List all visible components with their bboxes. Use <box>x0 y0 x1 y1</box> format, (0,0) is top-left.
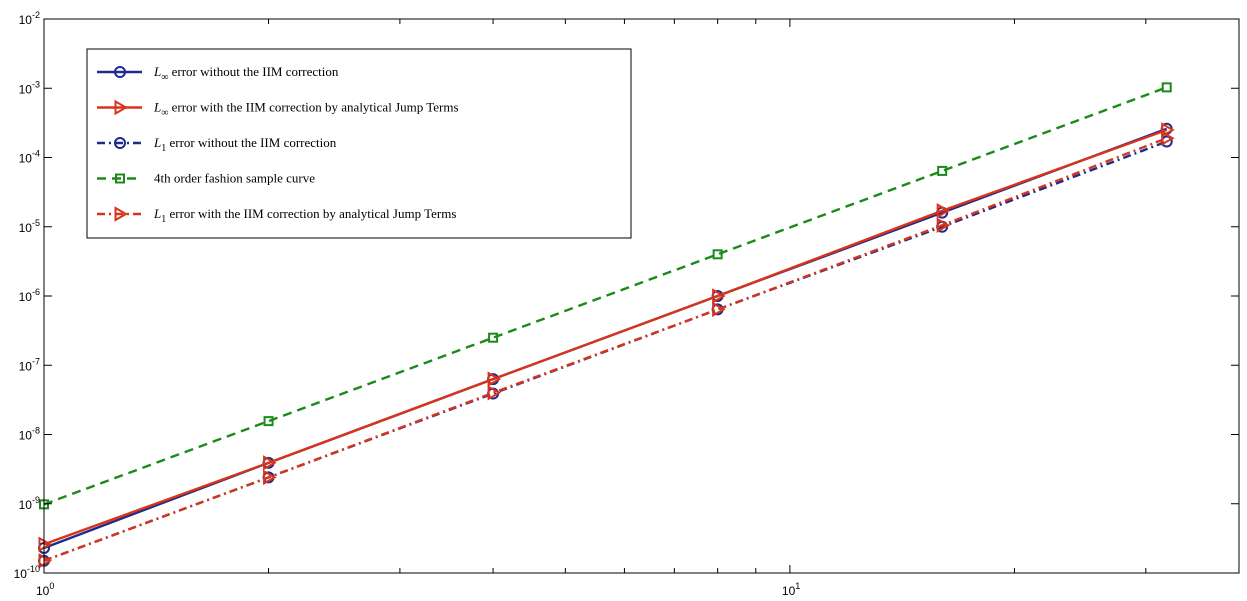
legend-subscript-4: 1 <box>161 214 166 225</box>
series-1-point-5 <box>1161 122 1175 138</box>
series-layer <box>38 82 1175 569</box>
x-tick-label-1: 101 <box>782 581 800 598</box>
legend-subscript-0: ∞ <box>161 72 168 83</box>
series-4-point-3 <box>712 301 726 318</box>
legend-text-2: error without the IIM correction <box>166 135 337 150</box>
series-1-line <box>43 128 1168 546</box>
series-3-point-1 <box>263 416 274 427</box>
y-tick-label-6-exp: -4 <box>32 149 40 159</box>
y-tick-label-6: 10-4 <box>19 149 40 166</box>
legend-symbol-2: L <box>153 135 161 150</box>
legend-subscript-1: ∞ <box>161 108 168 119</box>
series-3-point-4 <box>937 165 948 176</box>
legend-marker-2 <box>114 137 126 149</box>
y-tick-label-5: 10-5 <box>19 218 40 235</box>
y-tick-label-2-base: 10 <box>19 429 33 443</box>
legend-marker-0 <box>114 66 126 78</box>
series-4-point-5 <box>1161 130 1175 146</box>
x-tick-label-0: 100 <box>36 581 54 598</box>
y-tick-label-2-exp: -8 <box>32 426 40 436</box>
x-tick-label-0-exp: 0 <box>49 581 54 591</box>
legend-item-2: L1 error without the IIM correction <box>97 135 337 154</box>
legend-item-0: L∞ error without the IIM correction <box>97 64 339 83</box>
series-1-point-1 <box>263 455 277 471</box>
legend-subscript-2: 1 <box>161 143 166 154</box>
y-tick-label-5-base: 10 <box>19 221 33 235</box>
y-tick-label-3-base: 10 <box>19 359 33 373</box>
series-4-point-1 <box>263 469 277 486</box>
legend-label-0: L∞ error without the IIM correction <box>153 64 339 83</box>
y-tick-label-1-base: 10 <box>19 498 33 512</box>
legend-item-4: L1 error with the IIM correction by anal… <box>97 206 456 225</box>
series-1-point-4 <box>936 203 951 219</box>
y-tick-label-4-exp: -6 <box>32 287 40 297</box>
legend-text-1: error with the IIM correction by analyti… <box>168 100 458 115</box>
x-tick-label-1-base: 10 <box>782 584 796 598</box>
y-tick-label-7: 10-3 <box>19 79 40 96</box>
y-tick-label-5-exp: -5 <box>32 218 40 228</box>
legend-box <box>86 48 632 239</box>
legend-label-4: L1 error with the IIM correction by anal… <box>153 206 456 225</box>
y-tick-label-6-base: 10 <box>19 152 33 166</box>
y-tick-label-7-base: 10 <box>19 82 33 96</box>
y-tick-label-2: 10-8 <box>19 426 40 443</box>
legend-text-0: error without the IIM correction <box>168 64 339 79</box>
series-4 <box>38 130 1175 569</box>
series-3-point-3 <box>712 249 723 260</box>
series-4-line <box>43 137 1168 562</box>
series-3-point-2 <box>488 332 499 343</box>
y-tick-label-8: 10-2 <box>19 10 40 27</box>
legend-marker-3 <box>115 173 125 184</box>
y-tick-label-0: 10-10 <box>14 564 40 581</box>
legend-label-2: L1 error without the IIM correction <box>153 135 337 154</box>
legend-symbol-4: L <box>153 206 161 221</box>
series-4-point-2 <box>487 385 502 401</box>
legend-label-1: L∞ error with the IIM correction by anal… <box>153 100 459 119</box>
y-tick-label-1-exp: -9 <box>32 495 40 505</box>
axes-layer: 10-1010-910-810-710-610-510-410-310-2100… <box>14 10 1240 598</box>
y-tick-label-4: 10-6 <box>19 287 40 304</box>
x-tick-label-0-base: 10 <box>36 584 50 598</box>
series-1-point-2 <box>487 371 502 387</box>
legend-symbol-1: L <box>153 100 161 115</box>
series-1-point-0 <box>38 536 53 552</box>
series-3-point-5 <box>1161 82 1172 93</box>
legend-label-3: 4th order fashion sample curve <box>154 171 315 186</box>
y-tick-label-8-exp: -2 <box>32 10 40 20</box>
series-1 <box>38 122 1175 552</box>
y-tick-label-4-base: 10 <box>19 290 33 304</box>
series-3-line <box>43 86 1168 506</box>
series-4-point-4 <box>936 217 951 234</box>
legend-text-4: error with the IIM correction by analyti… <box>166 206 456 221</box>
y-tick-label-3: 10-7 <box>19 356 40 373</box>
y-tick-label-7-exp: -3 <box>32 79 40 89</box>
legend-item-3: 4th order fashion sample curve <box>97 171 315 186</box>
legend-marker-1 <box>114 99 129 116</box>
y-tick-label-0-base: 10 <box>14 567 28 581</box>
legend-symbol-0: L <box>153 64 161 79</box>
y-tick-label-3-exp: -7 <box>32 356 40 366</box>
y-tick-label-1: 10-9 <box>19 495 40 512</box>
legend-item-1: L∞ error with the IIM correction by anal… <box>97 100 459 119</box>
series-1-point-3 <box>712 288 726 304</box>
x-tick-label-1-exp: 1 <box>795 581 800 591</box>
series-4-point-0 <box>38 553 53 569</box>
y-tick-label-0-exp: -10 <box>27 564 40 574</box>
legend-marker-4 <box>114 206 129 222</box>
y-tick-label-8-base: 10 <box>19 13 33 27</box>
